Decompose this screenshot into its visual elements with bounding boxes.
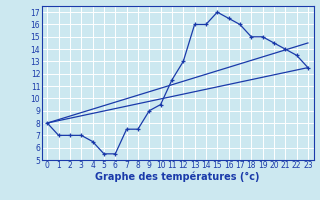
X-axis label: Graphe des températures (°c): Graphe des températures (°c) (95, 172, 260, 182)
